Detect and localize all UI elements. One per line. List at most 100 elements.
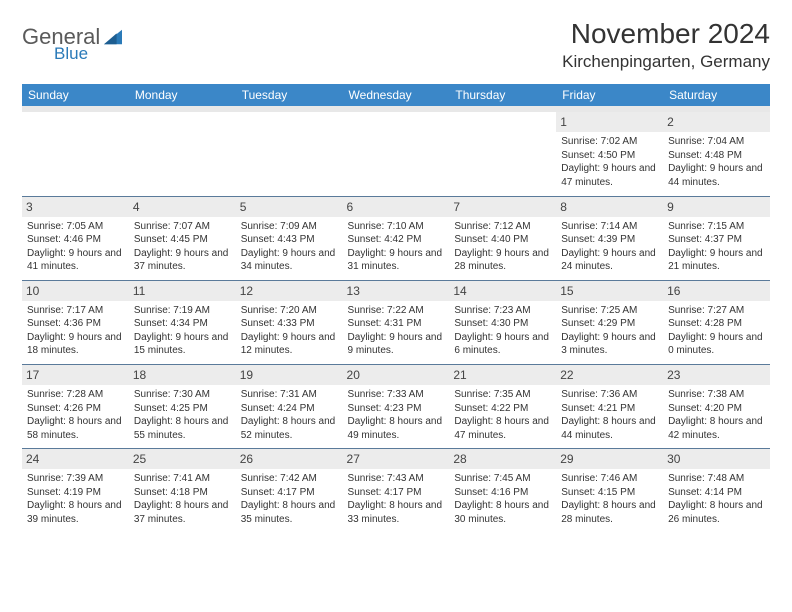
daylight-line: Daylight: 8 hours and 47 minutes. xyxy=(454,415,551,442)
sunrise-line: Sunrise: 7:31 AM xyxy=(241,388,338,402)
sunrise-line: Sunrise: 7:30 AM xyxy=(134,388,231,402)
sunset-line: Sunset: 4:48 PM xyxy=(668,149,765,163)
day-number: 17 xyxy=(22,365,129,385)
weekday-header: Monday xyxy=(129,84,236,106)
sunrise-line: Sunrise: 7:25 AM xyxy=(561,304,658,318)
weekday-header: Saturday xyxy=(663,84,770,106)
calendar-cell: 25Sunrise: 7:41 AMSunset: 4:18 PMDayligh… xyxy=(129,449,236,533)
day-number: 7 xyxy=(449,197,556,217)
calendar-cell xyxy=(449,112,556,196)
calendar-cell: 16Sunrise: 7:27 AMSunset: 4:28 PMDayligh… xyxy=(663,280,770,364)
sunrise-line: Sunrise: 7:09 AM xyxy=(241,220,338,234)
day-number: 26 xyxy=(236,449,343,469)
sunset-line: Sunset: 4:50 PM xyxy=(561,149,658,163)
daylight-line: Daylight: 8 hours and 44 minutes. xyxy=(561,415,658,442)
sunset-line: Sunset: 4:36 PM xyxy=(27,317,124,331)
calendar-cell: 9Sunrise: 7:15 AMSunset: 4:37 PMDaylight… xyxy=(663,196,770,280)
day-number: 1 xyxy=(556,112,663,132)
sunset-line: Sunset: 4:42 PM xyxy=(348,233,445,247)
daylight-line: Daylight: 9 hours and 15 minutes. xyxy=(134,331,231,358)
day-number: 12 xyxy=(236,281,343,301)
daylight-line: Daylight: 9 hours and 41 minutes. xyxy=(27,247,124,274)
calendar-header-row: SundayMondayTuesdayWednesdayThursdayFrid… xyxy=(22,84,770,106)
calendar-week: 1 Sunrise: 7:02 AMSunset: 4:50 PMDaylight… xyxy=(22,112,770,196)
calendar-cell: 26 Sunrise: 7:42 AMSunset: 4:17 PMDayligh… xyxy=(236,449,343,533)
sunset-line: Sunset: 4:25 PM xyxy=(134,402,231,416)
sunrise-line: Sunrise: 7:35 AM xyxy=(454,388,551,402)
sunrise-line: Sunrise: 7:39 AM xyxy=(27,472,124,486)
calendar-cell: 24Sunrise: 7:39 AMSunset: 4:19 PMDayligh… xyxy=(22,449,129,533)
sunrise-line: Sunrise: 7:42 AM xyxy=(241,472,338,486)
day-number: 25 xyxy=(129,449,236,469)
daylight-line: Daylight: 8 hours and 37 minutes. xyxy=(134,499,231,526)
calendar-cell: 18Sunrise: 7:30 AMSunset: 4:25 PMDayligh… xyxy=(129,364,236,448)
sunset-line: Sunset: 4:20 PM xyxy=(668,402,765,416)
sunset-line: Sunset: 4:17 PM xyxy=(348,486,445,500)
daylight-line: Daylight: 8 hours and 35 minutes. xyxy=(241,499,338,526)
sunset-line: Sunset: 4:22 PM xyxy=(454,402,551,416)
day-number: 16 xyxy=(663,281,770,301)
sunrise-line: Sunrise: 7:02 AM xyxy=(561,135,658,149)
daylight-line: Daylight: 8 hours and 26 minutes. xyxy=(668,499,765,526)
calendar-cell xyxy=(129,112,236,196)
weekday-header: Wednesday xyxy=(343,84,450,106)
daylight-line: Daylight: 9 hours and 47 minutes. xyxy=(561,162,658,189)
daylight-line: Daylight: 8 hours and 42 minutes. xyxy=(668,415,765,442)
daylight-line: Daylight: 8 hours and 30 minutes. xyxy=(454,499,551,526)
sunset-line: Sunset: 4:21 PM xyxy=(561,402,658,416)
day-number: 19 xyxy=(236,365,343,385)
logo-text-2: Blue xyxy=(54,44,792,64)
sunset-line: Sunset: 4:40 PM xyxy=(454,233,551,247)
calendar-cell xyxy=(236,112,343,196)
calendar-cell: 14Sunrise: 7:23 AMSunset: 4:30 PMDayligh… xyxy=(449,280,556,364)
day-number: 8 xyxy=(556,197,663,217)
sunset-line: Sunset: 4:31 PM xyxy=(348,317,445,331)
sunrise-line: Sunrise: 7:33 AM xyxy=(348,388,445,402)
sunset-line: Sunset: 4:37 PM xyxy=(668,233,765,247)
calendar-cell: 10Sunrise: 7:17 AMSunset: 4:36 PMDayligh… xyxy=(22,280,129,364)
sunrise-line: Sunrise: 7:15 AM xyxy=(668,220,765,234)
sunrise-line: Sunrise: 7:48 AM xyxy=(668,472,765,486)
day-number: 24 xyxy=(22,449,129,469)
daylight-line: Daylight: 8 hours and 55 minutes. xyxy=(134,415,231,442)
day-number: 27 xyxy=(343,449,450,469)
sunrise-line: Sunrise: 7:04 AM xyxy=(668,135,765,149)
daylight-line: Daylight: 9 hours and 37 minutes. xyxy=(134,247,231,274)
calendar-cell: 30Sunrise: 7:48 AMSunset: 4:14 PMDayligh… xyxy=(663,449,770,533)
day-number: 3 xyxy=(22,197,129,217)
weekday-header: Tuesday xyxy=(236,84,343,106)
sunrise-line: Sunrise: 7:22 AM xyxy=(348,304,445,318)
daylight-line: Daylight: 9 hours and 6 minutes. xyxy=(454,331,551,358)
calendar-cell: 3Sunrise: 7:05 AMSunset: 4:46 PMDaylight… xyxy=(22,196,129,280)
calendar-table: SundayMondayTuesdayWednesdayThursdayFrid… xyxy=(22,84,770,533)
day-number: 4 xyxy=(129,197,236,217)
calendar-week: 17Sunrise: 7:28 AMSunset: 4:26 PMDayligh… xyxy=(22,364,770,448)
calendar-cell: 20Sunrise: 7:33 AMSunset: 4:23 PMDayligh… xyxy=(343,364,450,448)
day-number: 30 xyxy=(663,449,770,469)
calendar-cell xyxy=(22,112,129,196)
day-number: 6 xyxy=(343,197,450,217)
calendar-cell: 12Sunrise: 7:20 AMSunset: 4:33 PMDayligh… xyxy=(236,280,343,364)
day-number: 13 xyxy=(343,281,450,301)
calendar-cell: 11Sunrise: 7:19 AMSunset: 4:34 PMDayligh… xyxy=(129,280,236,364)
daylight-line: Daylight: 9 hours and 31 minutes. xyxy=(348,247,445,274)
sunset-line: Sunset: 4:33 PM xyxy=(241,317,338,331)
calendar-week: 10Sunrise: 7:17 AMSunset: 4:36 PMDayligh… xyxy=(22,280,770,364)
calendar-cell: 17Sunrise: 7:28 AMSunset: 4:26 PMDayligh… xyxy=(22,364,129,448)
calendar-cell: 28Sunrise: 7:45 AMSunset: 4:16 PMDayligh… xyxy=(449,449,556,533)
sunset-line: Sunset: 4:18 PM xyxy=(134,486,231,500)
sunrise-line: Sunrise: 7:19 AM xyxy=(134,304,231,318)
calendar-cell: 15Sunrise: 7:25 AMSunset: 4:29 PMDayligh… xyxy=(556,280,663,364)
sunset-line: Sunset: 4:29 PM xyxy=(561,317,658,331)
sunrise-line: Sunrise: 7:17 AM xyxy=(27,304,124,318)
weekday-header: Thursday xyxy=(449,84,556,106)
sunrise-line: Sunrise: 7:27 AM xyxy=(668,304,765,318)
calendar-cell: 4Sunrise: 7:07 AMSunset: 4:45 PMDaylight… xyxy=(129,196,236,280)
day-number: 9 xyxy=(663,197,770,217)
sunset-line: Sunset: 4:17 PM xyxy=(241,486,338,500)
sunrise-line: Sunrise: 7:28 AM xyxy=(27,388,124,402)
sunset-line: Sunset: 4:34 PM xyxy=(134,317,231,331)
day-number: 28 xyxy=(449,449,556,469)
calendar-cell: 13Sunrise: 7:22 AMSunset: 4:31 PMDayligh… xyxy=(343,280,450,364)
daylight-line: Daylight: 9 hours and 34 minutes. xyxy=(241,247,338,274)
